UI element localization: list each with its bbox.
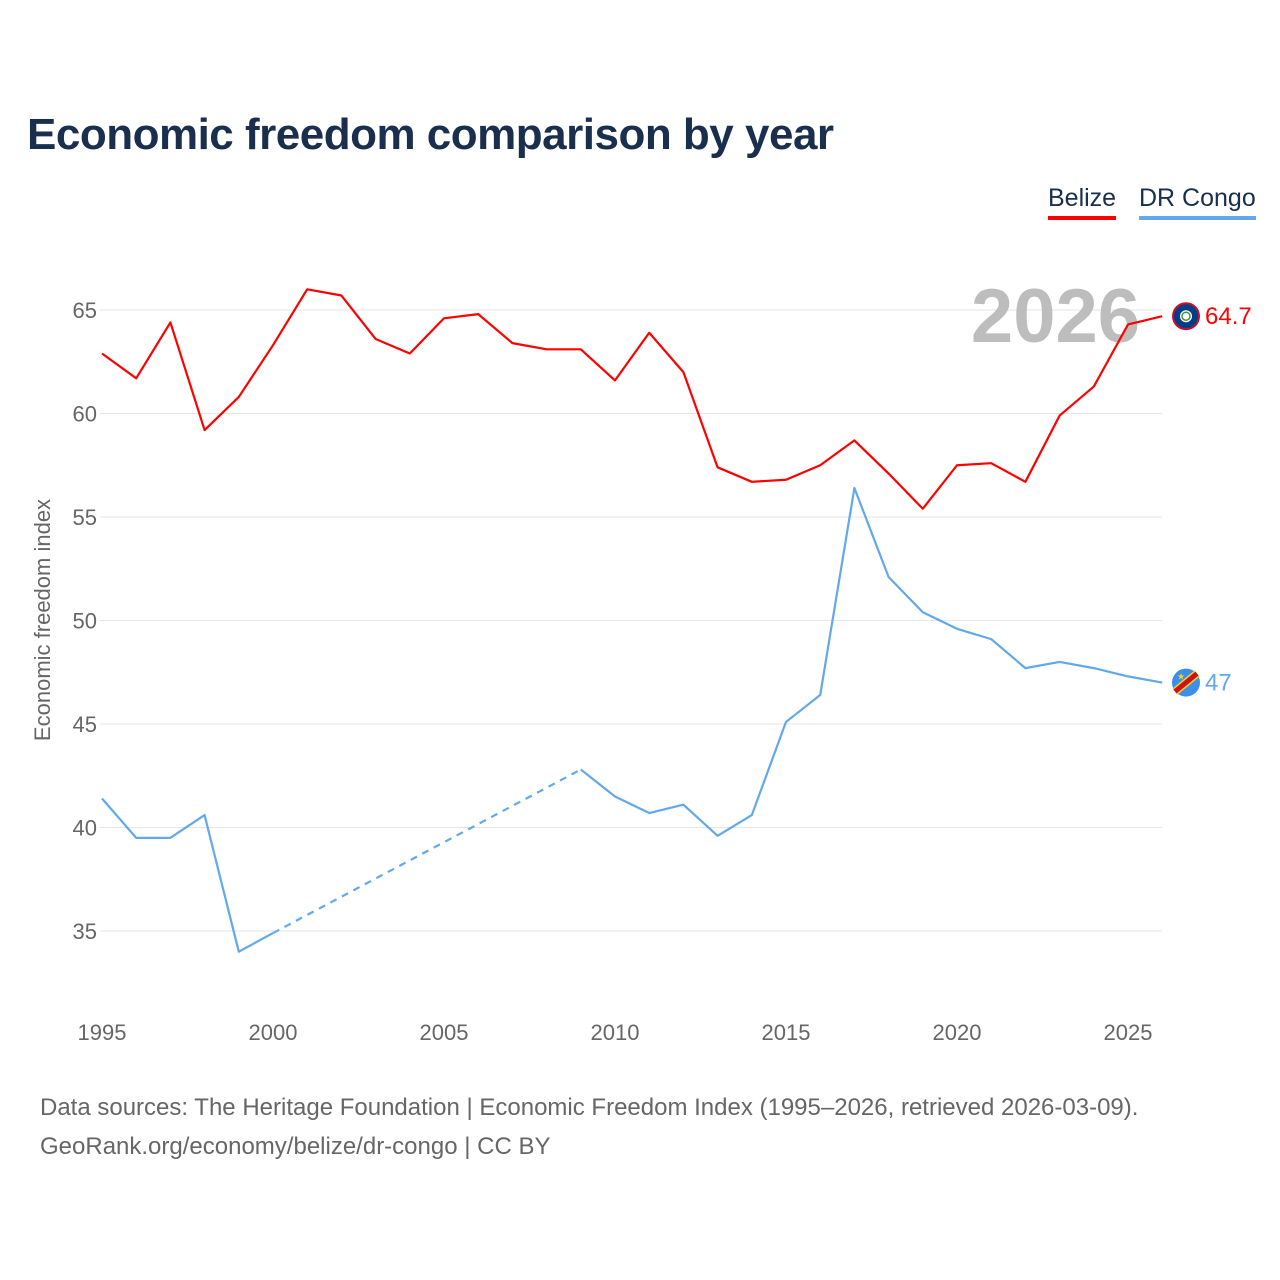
y-axis-label: Economic freedom index: [30, 499, 55, 741]
y-tick-label: 35: [73, 919, 97, 944]
y-tick-label: 65: [73, 298, 97, 323]
end-value-label: 47: [1205, 670, 1232, 697]
end-value-label: 64.7: [1205, 303, 1252, 330]
series-line-belize: [101, 288, 1163, 510]
source-line-2: GeoRank.org/economy/belize/dr-congo | CC…: [40, 1133, 551, 1160]
y-tick-label: 45: [73, 712, 97, 737]
x-tick-label: 2025: [1104, 1020, 1153, 1045]
x-tick-label: 1995: [78, 1020, 127, 1045]
x-tick-label: 2020: [933, 1020, 982, 1045]
x-tick-label: 2005: [420, 1020, 469, 1045]
dr-congo-flag-icon: ★: [1172, 668, 1200, 697]
series-line-dr-congo: [101, 797, 274, 953]
flag-wreath: [1181, 311, 1191, 321]
source-line-1: Data sources: The Heritage Foundation | …: [40, 1094, 1139, 1121]
y-tick-label: 60: [73, 402, 97, 427]
x-tick-label: 2015: [762, 1020, 811, 1045]
year-watermark: 2026: [971, 274, 1140, 359]
legend-item-belize[interactable]: Belize: [1048, 184, 1117, 220]
flag-stripe-red: [1173, 671, 1199, 694]
y-tick-label: 40: [73, 816, 97, 841]
belize-flag-icon: [1172, 302, 1200, 331]
y-tick-label: 50: [73, 609, 97, 634]
series-line-dr-congo: [580, 486, 1163, 837]
missing-data-segment: [272, 768, 582, 935]
flag-star: ★: [1177, 672, 1185, 682]
x-tick-label: 2000: [249, 1020, 298, 1045]
chart-title: Economic freedom comparison by year: [27, 110, 834, 159]
y-tick-label: 55: [73, 505, 97, 530]
legend-item-dr-congo[interactable]: DR Congo: [1139, 184, 1256, 220]
source-note: Data sources: The Heritage Foundation | …: [40, 1088, 1138, 1166]
x-tick-label: 2010: [591, 1020, 640, 1045]
